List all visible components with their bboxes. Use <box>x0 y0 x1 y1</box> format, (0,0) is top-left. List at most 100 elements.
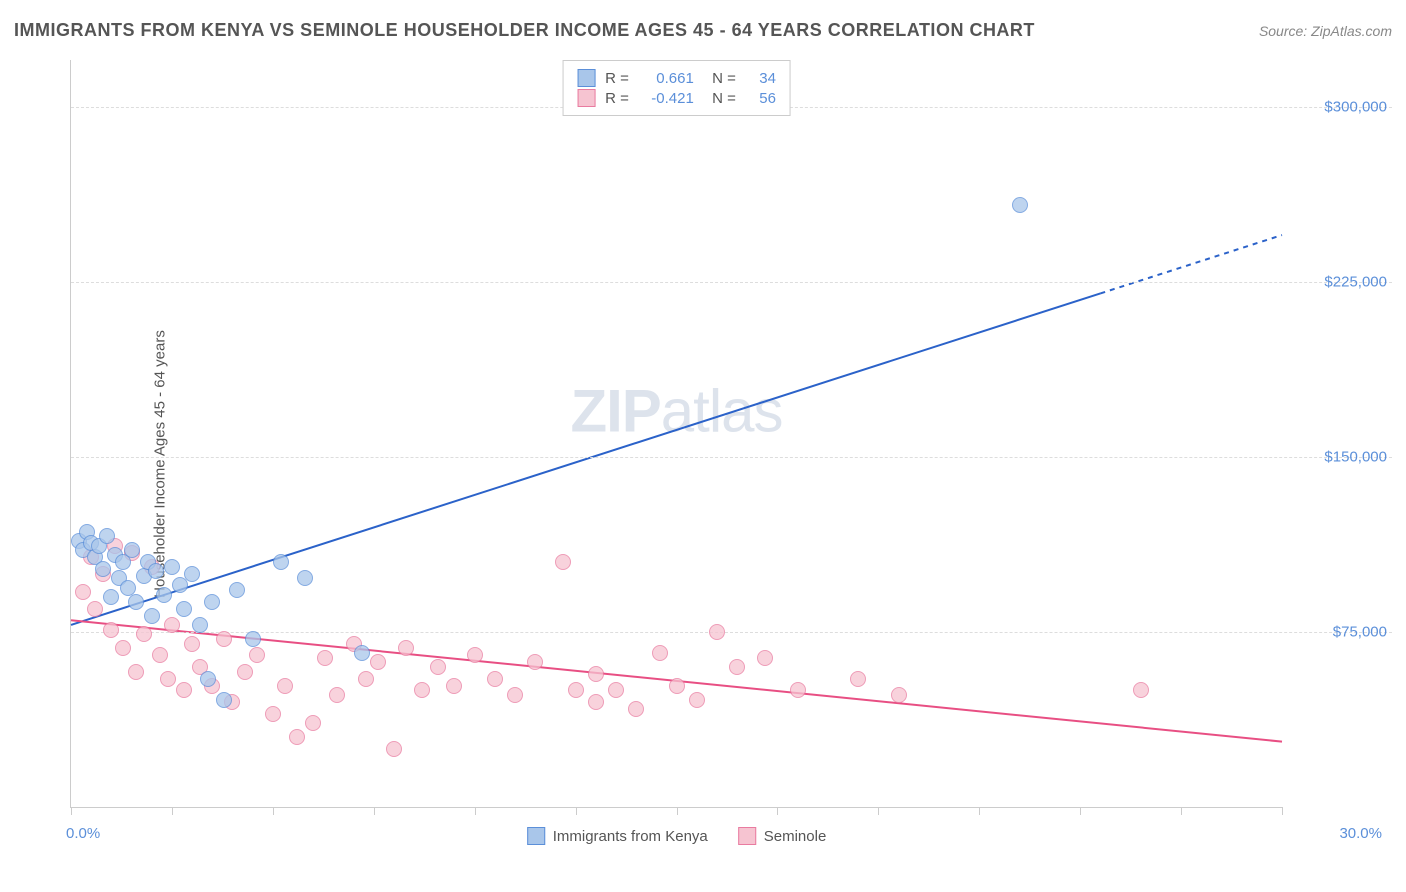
data-point <box>386 741 402 757</box>
data-point <box>115 640 131 656</box>
data-point <box>176 682 192 698</box>
x-tick <box>172 807 173 815</box>
data-point <box>156 587 172 603</box>
legend-n-label: N = <box>704 90 736 107</box>
data-point <box>370 654 386 670</box>
legend-swatch <box>738 827 756 845</box>
legend-swatch <box>527 827 545 845</box>
data-point <box>128 594 144 610</box>
x-tick <box>677 807 678 815</box>
data-point <box>144 608 160 624</box>
chart-container: Householder Income Ages 45 - 64 years ZI… <box>14 50 1392 878</box>
data-point <box>414 682 430 698</box>
legend-n-value: 56 <box>746 90 776 107</box>
chart-header: IMMIGRANTS FROM KENYA VS SEMINOLE HOUSEH… <box>14 20 1392 41</box>
data-point <box>164 559 180 575</box>
data-point <box>669 678 685 694</box>
data-point <box>305 715 321 731</box>
trend-lines <box>71 60 1282 807</box>
y-tick-label: $225,000 <box>1324 273 1387 290</box>
data-point <box>527 654 543 670</box>
data-point <box>757 650 773 666</box>
plot-area: ZIPatlas R = 0.661 N = 34 R = -0.421 N =… <box>70 60 1282 808</box>
data-point <box>398 640 414 656</box>
data-point <box>216 692 232 708</box>
data-point <box>588 666 604 682</box>
data-point <box>608 682 624 698</box>
x-tick <box>475 807 476 815</box>
series-legend-label: Seminole <box>764 828 827 845</box>
x-tick <box>273 807 274 815</box>
correlation-legend: R = 0.661 N = 34 R = -0.421 N = 56 <box>562 60 791 116</box>
data-point <box>628 701 644 717</box>
data-point <box>152 647 168 663</box>
data-point <box>216 631 232 647</box>
legend-r-label: R = <box>605 70 629 87</box>
data-point <box>229 582 245 598</box>
data-point <box>329 687 345 703</box>
data-point <box>172 577 188 593</box>
series-legend-item: Immigrants from Kenya <box>527 827 708 845</box>
data-point <box>430 659 446 675</box>
data-point <box>192 617 208 633</box>
data-point <box>164 617 180 633</box>
x-tick <box>878 807 879 815</box>
data-point <box>87 601 103 617</box>
chart-source: Source: ZipAtlas.com <box>1259 23 1392 39</box>
data-point <box>358 671 374 687</box>
data-point <box>200 671 216 687</box>
data-point <box>1133 682 1149 698</box>
data-point <box>136 626 152 642</box>
legend-r-label: R = <box>605 90 629 107</box>
data-point <box>354 645 370 661</box>
data-point <box>148 563 164 579</box>
data-point <box>75 584 91 600</box>
data-point <box>103 589 119 605</box>
legend-row: R = -0.421 N = 56 <box>577 89 776 107</box>
legend-r-value: 0.661 <box>639 70 694 87</box>
chart-title: IMMIGRANTS FROM KENYA VS SEMINOLE HOUSEH… <box>14 20 1035 41</box>
data-point <box>446 678 462 694</box>
x-tick <box>1080 807 1081 815</box>
data-point <box>103 622 119 638</box>
data-point <box>555 554 571 570</box>
data-point <box>507 687 523 703</box>
data-point <box>467 647 483 663</box>
x-tick <box>1282 807 1283 815</box>
x-axis-min-label: 0.0% <box>66 825 100 842</box>
data-point <box>128 664 144 680</box>
series-legend-label: Immigrants from Kenya <box>553 828 708 845</box>
data-point <box>850 671 866 687</box>
legend-row: R = 0.661 N = 34 <box>577 69 776 87</box>
legend-swatch <box>577 69 595 87</box>
data-point <box>160 671 176 687</box>
data-point <box>297 570 313 586</box>
data-point <box>790 682 806 698</box>
legend-n-label: N = <box>704 70 736 87</box>
data-point <box>124 542 140 558</box>
data-point <box>184 636 200 652</box>
data-point <box>1012 197 1028 213</box>
x-tick <box>1181 807 1182 815</box>
data-point <box>652 645 668 661</box>
data-point <box>317 650 333 666</box>
data-point <box>95 561 111 577</box>
y-tick-label: $150,000 <box>1324 448 1387 465</box>
grid-line <box>71 632 1392 633</box>
data-point <box>249 647 265 663</box>
legend-swatch <box>577 89 595 107</box>
data-point <box>99 528 115 544</box>
series-legend-item: Seminole <box>738 827 827 845</box>
data-point <box>204 594 220 610</box>
data-point <box>568 682 584 698</box>
data-point <box>245 631 261 647</box>
data-point <box>289 729 305 745</box>
data-point <box>689 692 705 708</box>
data-point <box>588 694 604 710</box>
legend-n-value: 34 <box>746 70 776 87</box>
data-point <box>277 678 293 694</box>
data-point <box>237 664 253 680</box>
data-point <box>273 554 289 570</box>
data-point <box>729 659 745 675</box>
data-point <box>891 687 907 703</box>
